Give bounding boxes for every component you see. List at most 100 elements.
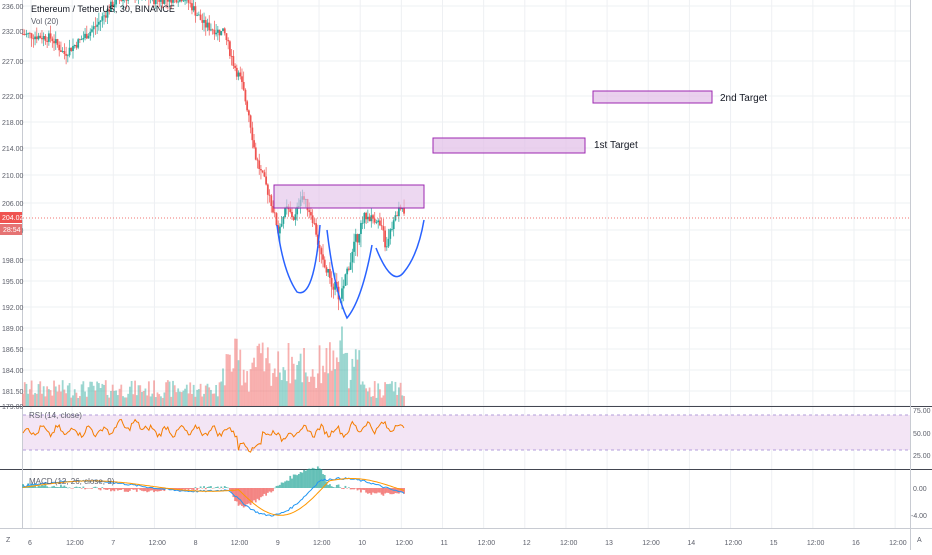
candle-body[interactable] — [324, 260, 326, 268]
candle-body[interactable] — [93, 26, 95, 29]
candle-body[interactable] — [95, 26, 97, 27]
candle-body[interactable] — [201, 20, 203, 23]
candle-body[interactable] — [350, 262, 352, 269]
candle-body[interactable] — [193, 6, 195, 10]
candle-body[interactable] — [319, 245, 321, 248]
candle-body[interactable] — [320, 248, 322, 254]
candle-body[interactable] — [377, 220, 379, 222]
candle-body[interactable] — [167, 0, 169, 2]
candle-body[interactable] — [262, 170, 264, 172]
candle-body[interactable] — [232, 56, 234, 66]
candle-body[interactable] — [358, 234, 360, 243]
candle-body[interactable] — [50, 33, 52, 38]
candle-body[interactable] — [170, 0, 172, 3]
candle-body[interactable] — [331, 278, 333, 287]
candle-body[interactable] — [36, 37, 38, 40]
candle-body[interactable] — [67, 55, 69, 56]
candle-body[interactable] — [81, 39, 83, 40]
candle-body[interactable] — [195, 6, 197, 15]
candle-body[interactable] — [210, 29, 212, 30]
candle-body[interactable] — [219, 30, 221, 36]
candle-body[interactable] — [353, 242, 355, 252]
candle-body[interactable] — [267, 184, 269, 194]
candle-body[interactable] — [372, 215, 374, 218]
candle-body[interactable] — [53, 41, 55, 43]
candle-body[interactable] — [274, 212, 276, 213]
candle-body[interactable] — [84, 34, 86, 38]
candle-body[interactable] — [57, 39, 59, 45]
candle-body[interactable] — [207, 23, 209, 28]
candle-body[interactable] — [238, 73, 240, 77]
candle-body[interactable] — [160, 0, 162, 2]
candle-body[interactable] — [51, 39, 53, 41]
candle-body[interactable] — [265, 177, 267, 185]
candle-body[interactable] — [276, 213, 278, 225]
candle-body[interactable] — [158, 0, 160, 2]
candle-body[interactable] — [239, 73, 241, 77]
candle-body[interactable] — [329, 269, 331, 278]
candle-body[interactable] — [60, 50, 62, 52]
candle-body[interactable] — [282, 217, 284, 224]
candle-body[interactable] — [91, 29, 93, 31]
candle-body[interactable] — [315, 223, 317, 234]
candle-body[interactable] — [179, 0, 181, 2]
candle-body[interactable] — [351, 252, 353, 263]
candle-body[interactable] — [189, 3, 191, 4]
candle-body[interactable] — [260, 169, 262, 170]
candle-body[interactable] — [396, 215, 398, 216]
candle-body[interactable] — [217, 30, 219, 33]
candle-body[interactable] — [39, 36, 41, 38]
candle-body[interactable] — [312, 215, 314, 223]
candle-body[interactable] — [257, 160, 259, 161]
candle-body[interactable] — [43, 36, 45, 39]
candle-body[interactable] — [120, 0, 122, 1]
candle-body[interactable] — [258, 160, 260, 169]
candle-body[interactable] — [376, 222, 378, 223]
candle-body[interactable] — [105, 15, 107, 17]
candle-body[interactable] — [101, 16, 103, 20]
candle-body[interactable] — [310, 212, 312, 215]
left-shoulder-curve[interactable] — [277, 225, 320, 293]
candle-body[interactable] — [281, 224, 283, 227]
candle-body[interactable] — [26, 34, 28, 35]
candle-body[interactable] — [220, 31, 222, 35]
candle-body[interactable] — [255, 147, 257, 159]
candle-body[interactable] — [200, 15, 202, 20]
candle-body[interactable] — [253, 140, 255, 147]
candle-body[interactable] — [227, 40, 229, 41]
candle-body[interactable] — [88, 36, 90, 39]
candle-body[interactable] — [127, 0, 129, 1]
candle-body[interactable] — [251, 128, 253, 141]
candle-body[interactable] — [24, 34, 26, 35]
candle-body[interactable] — [326, 267, 328, 272]
candle-body[interactable] — [181, 0, 183, 1]
candle-body[interactable] — [295, 214, 297, 220]
candle-body[interactable] — [243, 82, 245, 90]
candle-body[interactable] — [248, 110, 250, 115]
candle-body[interactable] — [236, 68, 238, 77]
candle-body[interactable] — [69, 48, 71, 56]
candle-body[interactable] — [332, 287, 334, 290]
target-1-zone[interactable] — [433, 138, 585, 153]
candle-body[interactable] — [231, 56, 233, 57]
target-2-zone[interactable] — [593, 91, 712, 103]
resistance-zone[interactable] — [274, 185, 424, 208]
candle-body[interactable] — [126, 0, 128, 1]
candle-body[interactable] — [224, 28, 226, 33]
candle-body[interactable] — [270, 195, 272, 206]
candle-body[interactable] — [345, 274, 347, 286]
candle-body[interactable] — [360, 223, 362, 234]
candle-body[interactable] — [74, 45, 76, 46]
candle-body[interactable] — [393, 220, 395, 229]
candle-body[interactable] — [191, 3, 193, 10]
candle-body[interactable] — [32, 38, 34, 39]
candle-body[interactable] — [45, 36, 47, 41]
head-curve[interactable] — [327, 230, 372, 318]
candle-body[interactable] — [63, 51, 65, 54]
candle-body[interactable] — [29, 33, 31, 34]
candle-body[interactable] — [198, 15, 200, 16]
candle-body[interactable] — [234, 66, 236, 68]
candle-body[interactable] — [246, 101, 248, 110]
candle-body[interactable] — [188, 0, 190, 3]
candle-body[interactable] — [208, 23, 210, 31]
